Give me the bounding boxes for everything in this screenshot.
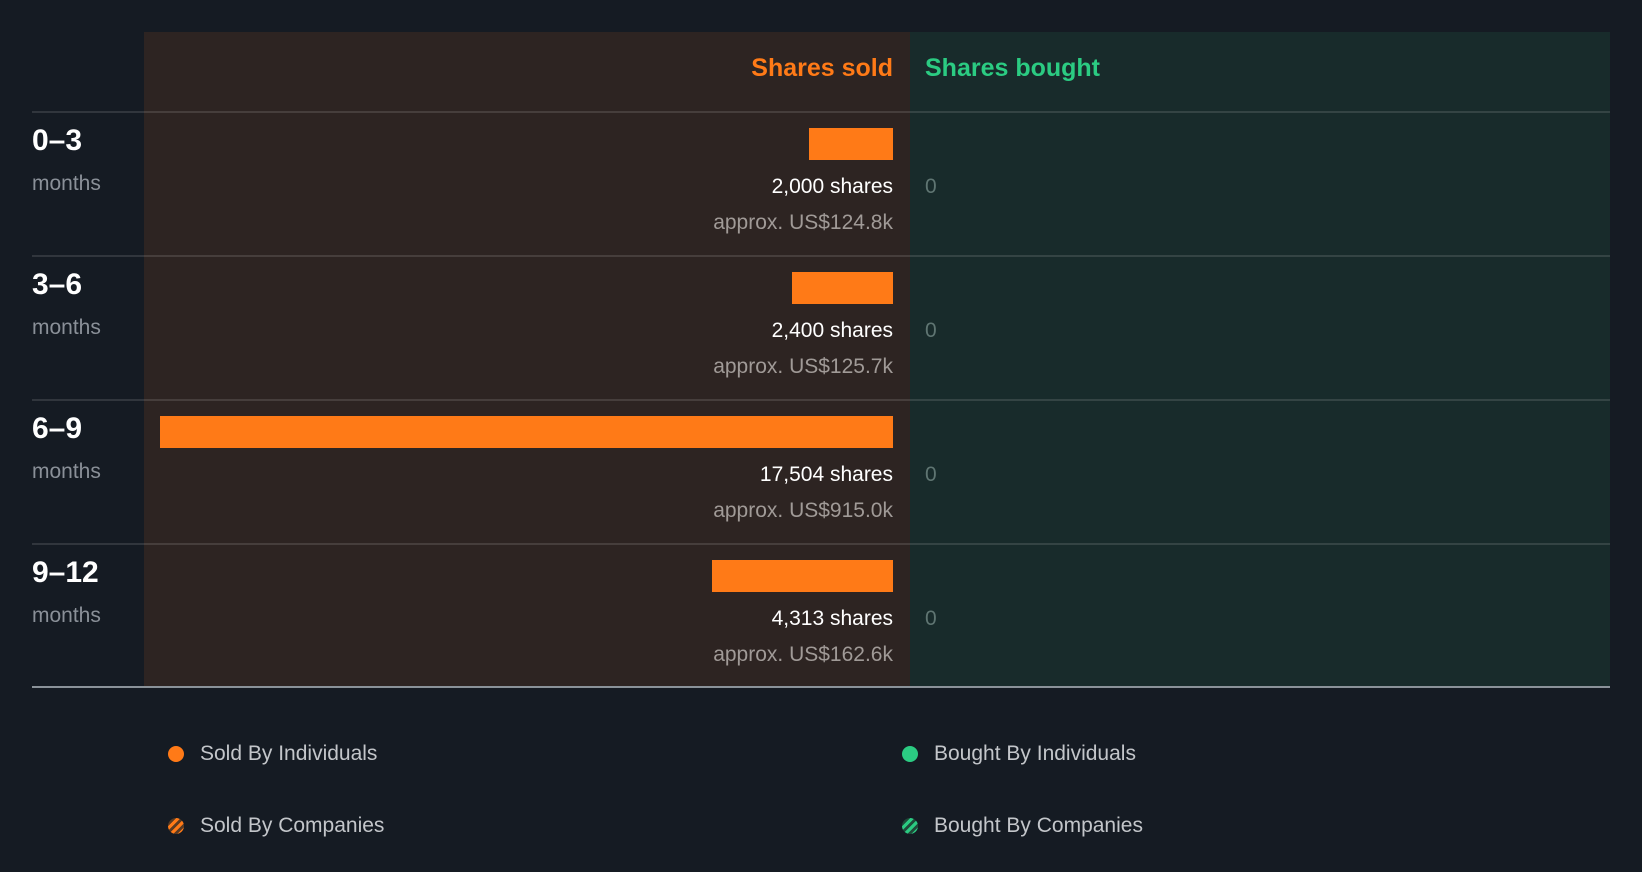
period-range: 6–9 (32, 412, 83, 445)
legend-label: Sold By Individuals (200, 742, 378, 765)
shares-sold-count: 17,504 shares (759, 463, 893, 486)
sold-bar (712, 560, 893, 592)
divider (32, 111, 1610, 113)
solid-green-dot-icon (902, 746, 918, 762)
divider (32, 255, 1610, 257)
shares-sold-count: 2,400 shares (771, 319, 893, 342)
legend-label: Bought By Individuals (934, 742, 1136, 765)
period-range: 9–12 (32, 556, 99, 589)
shares-bought-header: Shares bought (925, 54, 1101, 82)
divider (32, 399, 1610, 401)
period-range: 3–6 (32, 268, 83, 301)
shares-sold-value: approx. US$124.8k (713, 211, 893, 234)
period-unit: months (32, 460, 101, 483)
period-unit: months (32, 604, 101, 627)
shares-sold-header: Shares sold (751, 54, 893, 82)
legend-item-sold-individuals[interactable]: Sold By Individuals (168, 742, 377, 766)
striped-orange-dot-icon (168, 818, 184, 834)
shares-sold-value: approx. US$162.6k (713, 643, 893, 666)
legend-item-bought-individuals[interactable]: Bought By Individuals (902, 742, 1136, 766)
shares-sold-count: 2,000 shares (771, 175, 893, 198)
period-row-0-3: 0–3 months 2,000 shares approx. US$124.8… (0, 112, 1642, 256)
shares-sold-value: approx. US$125.7k (713, 355, 893, 378)
period-row-6-9: 6–9 months 17,504 shares approx. US$915.… (0, 400, 1642, 544)
shares-bought-count: 0 (925, 463, 937, 486)
period-row-3-6: 3–6 months 2,400 shares approx. US$125.7… (0, 256, 1642, 400)
shares-sold-count: 4,313 shares (771, 607, 893, 630)
sold-bar (160, 416, 893, 448)
shares-bought-count: 0 (925, 175, 937, 198)
legend-item-sold-companies[interactable]: Sold By Companies (168, 814, 384, 838)
period-row-9-12: 9–12 months 4,313 shares approx. US$162.… (0, 544, 1642, 688)
chart-baseline (32, 686, 1610, 688)
legend-label: Bought By Companies (934, 814, 1143, 837)
period-unit: months (32, 316, 101, 339)
shares-sold-value: approx. US$915.0k (713, 499, 893, 522)
period-unit: months (32, 172, 101, 195)
legend-label: Sold By Companies (200, 814, 385, 837)
shares-bought-panel (910, 32, 1610, 687)
sold-bar (792, 272, 893, 304)
solid-orange-dot-icon (168, 746, 184, 762)
shares-bought-count: 0 (925, 607, 937, 630)
shares-bought-count: 0 (925, 319, 937, 342)
sold-bar (809, 128, 893, 160)
legend-item-bought-companies[interactable]: Bought By Companies (902, 814, 1143, 838)
divider (32, 543, 1610, 545)
period-range: 0–3 (32, 124, 83, 157)
striped-green-dot-icon (902, 818, 918, 834)
